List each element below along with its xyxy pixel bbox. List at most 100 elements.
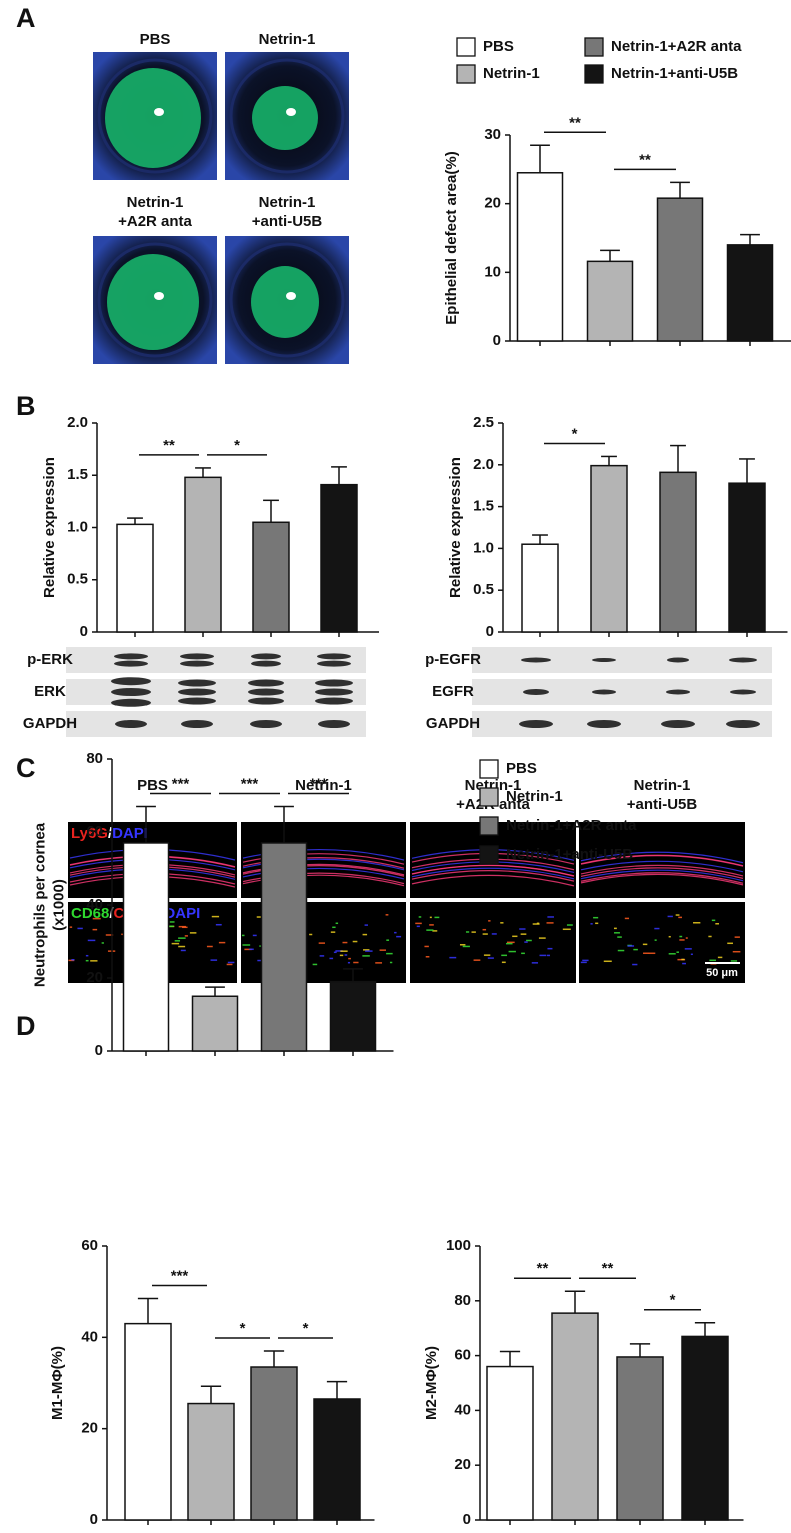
cell-signal [732, 950, 741, 953]
cell-signal [339, 954, 344, 957]
column-label: +anti-U5B [627, 796, 698, 813]
blot-band [317, 660, 351, 667]
cell-signal [416, 925, 420, 928]
blot-band [521, 657, 551, 663]
blot-band [666, 689, 690, 695]
tissue-strand [580, 872, 744, 884]
blot-band [248, 679, 284, 687]
cell-signal [508, 950, 516, 953]
significance-label: ** [569, 114, 581, 131]
y-tick-label: 1.5 [67, 466, 88, 483]
cell-signal [169, 921, 175, 923]
cell-signal [415, 922, 422, 925]
cell-signal [711, 919, 716, 922]
legend-swatch [479, 787, 499, 807]
y-tick-label: 60 [81, 1237, 98, 1254]
cell-signal [241, 934, 245, 937]
bar [616, 1356, 664, 1521]
bar [590, 464, 628, 633]
blot-band [180, 653, 214, 660]
legend-label: Netrin-1 [483, 65, 540, 82]
bar [659, 471, 697, 633]
cell-signal [87, 939, 96, 942]
y-axis-label: M2-MΦ(%) [423, 1346, 440, 1420]
blot-band [667, 657, 689, 663]
y-tick-label: 100 [446, 1237, 471, 1254]
y-tick-label: 2.0 [473, 456, 494, 473]
cell-signal [648, 952, 656, 955]
eye-label: +A2R anta [118, 213, 192, 230]
cell-signal [386, 939, 390, 941]
bar [260, 842, 308, 1052]
cell-signal [425, 956, 430, 958]
blot-band [178, 679, 216, 687]
cell-signal [418, 916, 422, 918]
blot-band [315, 679, 353, 687]
y-tick-label: 1.0 [67, 518, 88, 535]
cell-signal [342, 941, 348, 944]
cell-signal [215, 923, 222, 926]
y-tick-label: 0 [486, 623, 494, 640]
cell-signal [332, 926, 336, 929]
scale-bar-label: 50 μm [706, 967, 738, 979]
cell-signal [424, 945, 429, 948]
blot-band [248, 697, 284, 705]
cell-signal [249, 948, 254, 951]
cell-signal [101, 942, 104, 944]
column-label: Netrin-1 [465, 777, 522, 794]
eye-iris [97, 58, 213, 174]
reflection [286, 292, 296, 300]
y-tick-label: 0 [493, 332, 501, 349]
cell-signal [562, 928, 571, 931]
cell-signal [668, 953, 676, 955]
cell-signal [71, 959, 75, 961]
cell-signal [178, 937, 186, 939]
legend-swatch [479, 816, 499, 836]
cell-signal [500, 922, 504, 924]
cell-signal [727, 942, 733, 945]
tissue-strand [411, 869, 575, 882]
stain-part: / [108, 825, 113, 842]
significance-label: * [303, 1320, 309, 1337]
y-tick-label: 20 [454, 1456, 471, 1473]
cell-signal [546, 922, 554, 924]
stain-part: DAPI [112, 825, 148, 842]
cell-signal [242, 944, 251, 946]
cell-signal [309, 933, 313, 936]
cell-signal [593, 916, 599, 919]
cell-signal [105, 934, 114, 936]
significance-label: * [572, 425, 578, 442]
cell-signal [335, 950, 343, 952]
cell-signal [257, 959, 265, 962]
blot-band [523, 689, 549, 695]
cell-signal [85, 959, 89, 962]
cell-signal [617, 936, 622, 938]
cell-signal [389, 961, 393, 964]
legend-label: PBS [506, 760, 537, 777]
cell-signal [178, 945, 186, 948]
cell-signal [546, 954, 550, 957]
cell-signal [379, 949, 387, 951]
cell-signal [473, 959, 481, 961]
blot-label: p-ERK [27, 651, 73, 668]
y-tick-label: 2.0 [67, 414, 88, 431]
tissue-strand [580, 873, 744, 886]
cell-signal [330, 931, 336, 933]
legend-label: PBS [483, 38, 514, 55]
eye-label: Netrin-1 [259, 31, 316, 48]
y-tick-label: 0 [90, 1511, 98, 1528]
y-tick-label: 0 [80, 623, 88, 640]
cell-signal [624, 917, 630, 920]
bar [320, 483, 358, 633]
legend-label: Netrin-1+A2R anta [611, 38, 742, 55]
cell-signal [566, 924, 573, 926]
stain-part: Ly6G [71, 825, 108, 842]
blot-band [180, 660, 214, 667]
cell-signal [329, 957, 334, 960]
cell-signal [432, 930, 438, 932]
blot-label: EGFR [432, 683, 474, 700]
y-tick-label: 30 [484, 126, 501, 143]
cell-signal [471, 931, 476, 933]
significance-label: *** [241, 775, 259, 792]
blot-strip [66, 647, 366, 673]
